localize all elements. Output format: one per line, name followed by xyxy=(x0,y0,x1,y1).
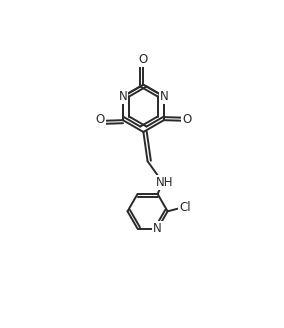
Text: O: O xyxy=(95,113,105,126)
Text: O: O xyxy=(139,53,148,66)
Text: NH: NH xyxy=(156,175,173,189)
Text: N: N xyxy=(160,90,168,103)
Text: Cl: Cl xyxy=(179,201,191,214)
Text: N: N xyxy=(118,90,127,103)
Text: O: O xyxy=(182,113,191,126)
Text: N: N xyxy=(153,222,162,235)
